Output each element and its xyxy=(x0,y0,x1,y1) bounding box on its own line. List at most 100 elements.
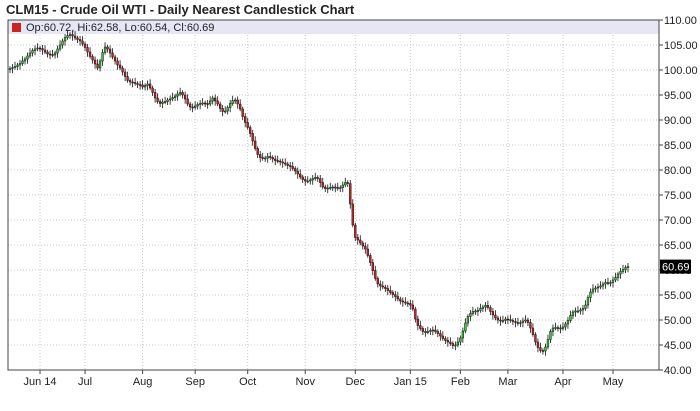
candle xyxy=(411,300,414,312)
candle-body-down xyxy=(76,37,79,40)
candle xyxy=(204,100,207,107)
candle-body-up xyxy=(586,297,590,306)
candle xyxy=(91,54,94,64)
candle xyxy=(339,185,342,192)
candle-body-down xyxy=(96,63,99,69)
candle-body-down xyxy=(128,80,132,83)
candle xyxy=(16,62,19,70)
candle xyxy=(534,332,537,346)
candle xyxy=(261,152,264,161)
candle xyxy=(234,97,237,104)
candle xyxy=(344,177,347,188)
candle xyxy=(391,290,394,298)
candle-body-up xyxy=(604,282,607,285)
candle-body-down xyxy=(436,331,439,334)
candle-body-down xyxy=(411,304,414,310)
y-tick-label: 50.00 xyxy=(664,315,692,327)
candle xyxy=(564,321,567,331)
candle-body-down xyxy=(391,292,394,295)
candle-body-down xyxy=(236,99,239,105)
candle xyxy=(166,97,169,105)
candle xyxy=(586,295,590,309)
candle xyxy=(496,315,500,324)
candle-body-down xyxy=(301,176,304,180)
candle-body-up xyxy=(616,273,620,278)
candle xyxy=(514,318,517,328)
candle xyxy=(116,57,119,70)
grid-layer xyxy=(8,20,659,370)
candle-body-up xyxy=(569,315,572,321)
candle xyxy=(271,155,274,163)
candle xyxy=(178,87,182,97)
candle xyxy=(51,49,54,58)
x-tick-label: Dec xyxy=(345,376,365,388)
candle xyxy=(38,45,42,52)
candle-body-down xyxy=(489,307,492,312)
candle xyxy=(554,322,557,331)
candle-body-down xyxy=(441,335,445,339)
candle xyxy=(591,284,595,295)
candle xyxy=(133,77,137,86)
candle xyxy=(471,306,475,316)
candle xyxy=(294,166,297,175)
candle-body-up xyxy=(264,157,267,160)
candle-body-down xyxy=(539,347,542,351)
last-price-label: 60.69 xyxy=(662,262,690,274)
candle xyxy=(168,95,172,105)
candle-body-down xyxy=(214,97,217,102)
candle xyxy=(113,54,117,65)
candle xyxy=(336,182,339,191)
candle xyxy=(146,80,149,91)
y-tick-label: 80.00 xyxy=(664,165,692,177)
candle xyxy=(153,89,157,103)
candle xyxy=(579,307,582,315)
candle-body-down xyxy=(374,270,377,279)
candle-body-down xyxy=(254,140,257,149)
candle-body-up xyxy=(341,184,344,188)
x-tick-label: Aug xyxy=(133,376,153,388)
x-tick-label: Jul xyxy=(78,376,92,388)
candle xyxy=(138,81,142,90)
candle-body-up xyxy=(173,95,177,98)
y-tick-label: 45.00 xyxy=(664,340,692,352)
candle-body-up xyxy=(566,320,570,325)
candle xyxy=(201,98,204,106)
candle-body-up xyxy=(11,67,14,69)
candle xyxy=(531,323,535,337)
candle xyxy=(256,146,259,158)
candle-body-down xyxy=(516,322,520,324)
candle xyxy=(83,41,87,51)
candle xyxy=(33,45,37,56)
candle xyxy=(111,48,114,60)
candle xyxy=(13,61,17,70)
candle xyxy=(614,272,617,283)
candle xyxy=(316,175,319,182)
candle xyxy=(26,52,29,64)
candle-body-up xyxy=(459,337,462,343)
candle xyxy=(141,80,144,90)
candle-body-up xyxy=(621,269,625,272)
candle-body-down xyxy=(434,329,437,332)
candle xyxy=(224,106,227,114)
candle xyxy=(46,49,49,58)
candle-body-up xyxy=(461,330,465,339)
y-tick-label: 105.00 xyxy=(664,40,698,52)
candle-body-up xyxy=(16,64,19,67)
candle-body-down xyxy=(181,92,184,96)
candle-body-up xyxy=(571,311,575,316)
candle-body-down xyxy=(38,47,42,50)
candle xyxy=(269,151,272,160)
candle xyxy=(81,36,84,47)
candle xyxy=(566,317,570,329)
candle xyxy=(76,35,79,43)
candle xyxy=(266,153,269,163)
candle-body-up xyxy=(479,308,482,311)
candle-body-down xyxy=(316,177,319,179)
candle-body-up xyxy=(171,97,174,100)
candle xyxy=(276,155,279,164)
candle-body-up xyxy=(58,44,62,50)
candle xyxy=(404,297,407,306)
candle xyxy=(559,324,562,334)
candle xyxy=(429,328,432,335)
candle-body-down xyxy=(349,183,352,205)
